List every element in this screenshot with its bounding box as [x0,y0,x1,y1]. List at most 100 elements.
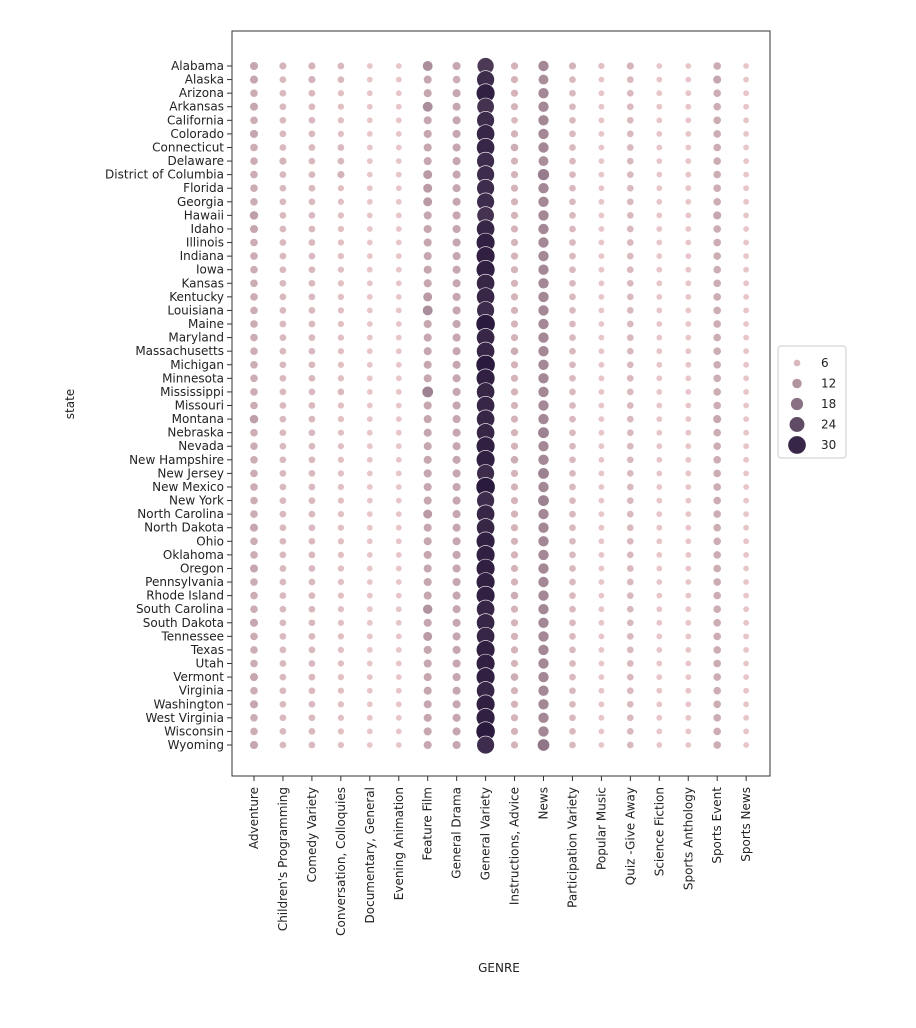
data-point [742,293,750,301]
data-point [626,537,635,546]
data-point [626,455,635,464]
data-point [626,659,635,668]
data-point [510,550,519,560]
data-point [655,76,663,84]
data-point [597,619,605,627]
data-point [568,184,577,193]
data-point [451,61,462,71]
data-point [249,659,259,668]
data-point [684,62,692,70]
data-point [537,454,550,466]
data-point [626,197,635,206]
data-point [684,144,692,152]
data-point [597,388,605,396]
data-point [366,551,374,559]
data-point [278,102,287,111]
data-point [742,347,750,355]
data-point [337,211,345,220]
data-point [655,537,663,545]
data-point [510,401,519,410]
data-point [451,142,462,153]
data-point [451,509,462,519]
data-point [742,646,750,654]
data-point [537,345,550,357]
data-point [655,646,663,654]
data-point [249,143,259,152]
data-point [278,170,287,179]
data-point [337,619,345,627]
data-point [626,347,635,356]
data-point [684,225,692,233]
data-point [278,591,287,600]
data-point [422,169,433,180]
y-tick-label: Kansas [182,276,224,290]
data-point [278,89,287,98]
data-point [422,291,433,303]
data-point [337,632,345,641]
data-point [395,510,403,518]
data-point [366,524,374,532]
data-point [337,130,345,138]
data-point [423,618,433,628]
data-point [537,725,550,738]
data-point [510,632,519,641]
data-point [537,576,550,588]
data-point [626,265,635,274]
y-tick-label: Michigan [170,358,224,372]
data-point [655,116,663,124]
data-point [278,415,287,424]
data-point [597,144,605,152]
data-point [395,524,403,532]
data-point [395,198,403,206]
y-tick-label: South Dakota [143,616,224,630]
x-tick-label: Sports Event [710,787,724,864]
data-point [742,374,750,382]
data-point [742,239,750,247]
data-point [537,60,550,72]
data-point [742,510,750,518]
data-point [684,564,692,572]
data-point [307,157,316,166]
data-point [597,211,605,219]
data-point [307,387,316,396]
data-point [451,468,462,479]
data-point [684,157,692,165]
data-point [278,645,287,654]
data-point [395,551,403,559]
data-point [307,496,316,505]
data-point [510,564,519,573]
data-point [307,578,316,586]
data-point [742,592,750,600]
data-point [655,306,663,314]
data-point [307,727,316,736]
data-point [307,564,316,573]
data-point [395,401,403,409]
data-point [568,618,577,627]
data-point [366,76,374,84]
data-point [451,387,462,397]
y-tick-label: Maine [188,317,224,331]
data-point [307,632,316,641]
data-point [712,387,722,397]
data-point [655,62,663,70]
data-point [712,129,722,139]
data-point [423,142,433,153]
data-point [395,334,403,342]
data-point [337,415,345,423]
data-point [307,523,316,532]
data-point [568,564,577,573]
data-point [278,129,287,138]
data-point [451,455,462,465]
data-point [451,672,462,682]
x-tick-label: Quiz -Give Away [623,787,637,885]
data-point [278,156,288,166]
data-point [684,415,692,423]
data-point [249,672,259,682]
data-point [366,646,374,654]
data-point [568,360,577,369]
data-point [510,387,519,397]
data-point [510,102,519,111]
data-point [451,197,462,207]
data-point [597,293,605,301]
data-point [278,252,287,261]
